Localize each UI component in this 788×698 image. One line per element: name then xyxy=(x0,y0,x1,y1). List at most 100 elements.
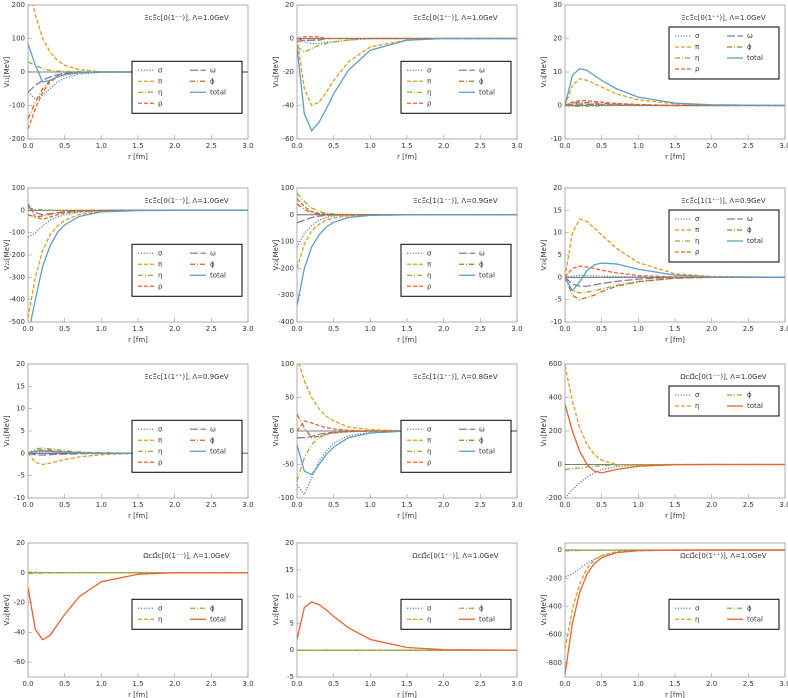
x-tick-label: 0.0 xyxy=(22,142,33,150)
x-tick-label: 0.5 xyxy=(59,142,70,150)
y-tick-label: 200 xyxy=(12,1,25,9)
x-tick-label: 1.0 xyxy=(365,142,376,150)
series-group xyxy=(297,36,517,132)
y-tick-label: 20 xyxy=(285,539,294,547)
legend-label: ϕ xyxy=(479,436,484,444)
y-tick-label: 100 xyxy=(12,35,25,43)
series-line xyxy=(565,404,785,474)
x-tick-label: 0.5 xyxy=(596,501,607,509)
x-tick-label: 1.0 xyxy=(633,325,644,333)
y-axis-label: V₁₃[MeV] xyxy=(540,56,548,87)
y-tick-label: -100 xyxy=(278,238,294,246)
legend-label: ϕ xyxy=(479,260,484,268)
x-axis-label: r [fm] xyxy=(665,336,685,344)
x-tick-label: 3.0 xyxy=(779,680,788,688)
x-tick-label: 2.0 xyxy=(438,325,449,333)
legend-label: σ xyxy=(695,391,700,399)
legend-label: η xyxy=(695,237,699,245)
series-line xyxy=(297,37,517,132)
x-tick-label: 1.5 xyxy=(401,680,412,688)
x-tick-label: 1.5 xyxy=(401,501,412,509)
chart-title: ΞcΞ̄c[0(1⁻⁻)], Λ=1.0GeV xyxy=(144,14,229,22)
series-group xyxy=(297,601,517,651)
x-tick-label: 3.0 xyxy=(779,501,788,509)
series-line xyxy=(565,262,785,292)
legend-label: σ xyxy=(427,66,432,74)
series-group xyxy=(565,549,785,675)
x-axis-label: r [fm] xyxy=(128,336,148,344)
y-tick-label: 0 xyxy=(558,102,562,110)
y-tick-label: 50 xyxy=(285,394,294,402)
legend-label: ρ xyxy=(427,458,432,466)
x-tick-label: 1.5 xyxy=(669,501,680,509)
x-tick-label: 2.5 xyxy=(475,680,486,688)
panel: -5 0 5 10 15 20 0.0 0.5 1.0 1.5 2.0 2.5 3.0 r [fm] V₁₂… xyxy=(272,539,523,698)
y-tick-label: -5 xyxy=(287,673,294,681)
x-tick-label: 3.0 xyxy=(511,325,522,333)
legend-label: total xyxy=(479,88,495,96)
series-line xyxy=(28,572,248,575)
x-tick-label: 0.0 xyxy=(22,680,33,688)
legend-label: η xyxy=(427,271,431,279)
legend-label: σ xyxy=(158,66,163,74)
y-tick-label: 20 xyxy=(16,539,25,547)
y-tick-label: -5 xyxy=(18,472,25,480)
x-tick-label: 0.0 xyxy=(291,325,302,333)
x-tick-label: 2.5 xyxy=(206,501,217,509)
x-tick-label: 3.0 xyxy=(779,325,788,333)
y-tick-label: -100 xyxy=(278,494,294,502)
legend-box xyxy=(668,209,780,263)
legend-box xyxy=(668,26,780,80)
y-tick-label: -20 xyxy=(14,599,25,607)
series-group xyxy=(297,192,517,307)
x-axis-label: r [fm] xyxy=(128,153,148,161)
legend-label: η xyxy=(158,615,162,623)
x-tick-label: 2.5 xyxy=(206,325,217,333)
x-tick-label: 0.0 xyxy=(559,501,570,509)
x-tick-label: 0.0 xyxy=(291,680,302,688)
x-tick-label: 1.0 xyxy=(96,501,107,509)
legend-box xyxy=(668,385,780,417)
legend-label: σ xyxy=(158,425,163,433)
x-tick-label: 0.5 xyxy=(59,325,70,333)
legend-label: η xyxy=(695,402,699,410)
x-tick-label: 0.5 xyxy=(328,325,339,333)
x-tick-label: 1.0 xyxy=(96,325,107,333)
y-axis-label: V₁₂[MeV] xyxy=(272,56,280,87)
legend-label: total xyxy=(210,447,226,455)
x-tick-label: 2.0 xyxy=(169,501,180,509)
x-tick-label: 0.5 xyxy=(59,680,70,688)
y-tick-label: 0 xyxy=(290,211,294,219)
panel: -200 0 200 400 600 0.0 0.5 1.0 1.5 2.0 2.5 3.0 r [fm… xyxy=(540,360,788,520)
chart-title: ΞcΞ̄c[1(1⁺⁺)], Λ=0.9GeV xyxy=(144,373,229,381)
legend-label: ω xyxy=(479,249,485,257)
legend-label: π xyxy=(158,77,163,85)
series-line xyxy=(297,601,517,651)
series-line xyxy=(297,214,517,307)
legend-label: ρ xyxy=(158,282,163,290)
legend-label: η xyxy=(158,88,162,96)
x-tick-label: 2.5 xyxy=(743,325,754,333)
x-tick-label: 0.5 xyxy=(59,501,70,509)
series-line xyxy=(28,203,248,220)
y-tick-label: 10 xyxy=(553,229,562,237)
y-tick-label: -10 xyxy=(551,135,562,143)
x-tick-label: 2.5 xyxy=(743,680,754,688)
y-tick-label: 0 xyxy=(558,546,562,554)
x-tick-label: 3.0 xyxy=(511,501,522,509)
x-axis-label: r [fm] xyxy=(665,691,685,698)
x-tick-label: 2.5 xyxy=(475,325,486,333)
y-tick-label: -200 xyxy=(546,494,562,502)
legend-label: ϕ xyxy=(479,77,484,85)
y-tick-label: 400 xyxy=(549,394,562,402)
y-axis-label: V₂₂[MeV] xyxy=(3,594,11,625)
legend-label: ω xyxy=(747,215,753,223)
y-tick-label: -400 xyxy=(9,296,25,304)
legend-box xyxy=(131,60,243,114)
y-tick-label: -10 xyxy=(551,318,562,326)
legend-label: σ xyxy=(695,215,700,223)
